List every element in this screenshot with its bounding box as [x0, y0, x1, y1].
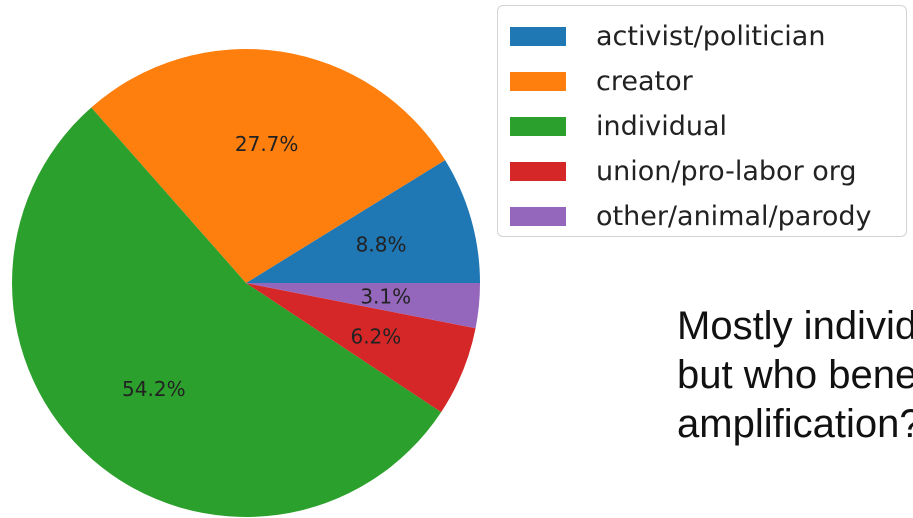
legend: activist/politician creator individual u…	[497, 5, 907, 237]
pie-slice-creator	[91, 48, 446, 283]
legend-item-activist-politician: activist/politician	[510, 14, 906, 59]
legend-label: creator	[596, 66, 693, 97]
caption-line-3: amplification?	[677, 402, 913, 446]
legend-swatch	[510, 27, 566, 46]
pie-slice-union-pro-labor-org	[246, 283, 476, 413]
pie-label-other-animal-parody: 3.1%	[360, 285, 411, 309]
legend-label: other/animal/parody	[596, 201, 872, 232]
caption-line-1: Mostly individuals	[677, 304, 913, 348]
pie-label-individual: 54.2%	[122, 377, 186, 401]
pie-label-creator: 27.7%	[235, 132, 299, 156]
pie-slice-other-animal-parody	[246, 283, 480, 329]
legend-item-creator: creator	[510, 59, 906, 104]
legend-swatch	[510, 162, 566, 181]
legend-swatch	[510, 117, 566, 136]
legend-label: union/pro-labor org	[596, 156, 857, 187]
pie-slice-activist-politician	[246, 160, 480, 283]
legend-item-individual: individual	[510, 104, 906, 149]
caption-line-2: but who benefits from	[677, 353, 913, 397]
legend-label: activist/politician	[596, 21, 826, 52]
pie-label-activist-politician: 8.8%	[356, 233, 407, 257]
slide-caption: Mostly individuals but who benefits from…	[677, 302, 913, 502]
legend-swatch	[510, 207, 566, 226]
pie-label-union-pro-labor-org: 6.2%	[350, 324, 401, 348]
pie-slice-individual	[12, 107, 442, 517]
legend-swatch	[510, 72, 566, 91]
legend-label: individual	[596, 111, 728, 142]
legend-item-union-pro-labor-org: union/pro-labor org	[510, 149, 906, 194]
legend-item-other-animal-parody: other/animal/parody	[510, 194, 906, 239]
